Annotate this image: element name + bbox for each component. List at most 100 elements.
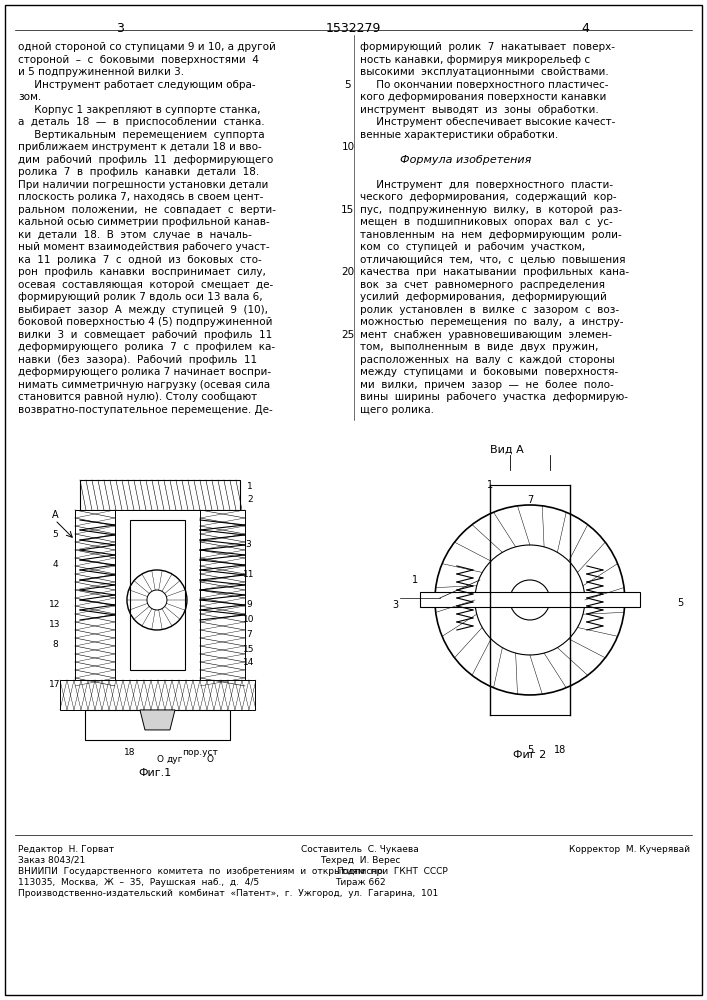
Text: Тираж 662: Тираж 662: [334, 878, 385, 887]
Text: ки  детали  18.  В  этом  случае  в  началь-: ки детали 18. В этом случае в началь-: [18, 230, 252, 240]
Text: и 5 подпружиненной вилки 3.: и 5 подпружиненной вилки 3.: [18, 67, 184, 77]
Text: инструмент  выводят  из  зоны  обработки.: инструмент выводят из зоны обработки.: [360, 105, 599, 115]
Text: ролик  установлен  в  вилке  с  зазором  с  воз-: ролик установлен в вилке с зазором с воз…: [360, 305, 619, 315]
Text: 5: 5: [677, 598, 683, 608]
Text: кого деформирования поверхности канавки: кого деформирования поверхности канавки: [360, 92, 607, 102]
Text: По окончании поверхностного пластичес-: По окончании поверхностного пластичес-: [360, 80, 609, 90]
Text: ВНИИПИ  Государственного  комитета  по  изобретениям  и  открытиям  при  ГКНТ  С: ВНИИПИ Государственного комитета по изоб…: [18, 867, 448, 876]
Text: формирующий ролик 7 вдоль оси 13 вала 6,: формирующий ролик 7 вдоль оси 13 вала 6,: [18, 292, 262, 302]
Text: кальной осью симметрии профильной канав-: кальной осью симметрии профильной канав-: [18, 217, 270, 227]
Text: 9: 9: [246, 600, 252, 609]
Text: Инструмент  для  поверхностного  пласти-: Инструмент для поверхностного пласти-: [360, 180, 613, 190]
Text: нимать симметричную нагрузку (осевая сила: нимать симметричную нагрузку (осевая сил…: [18, 380, 270, 390]
Text: приближаем инструмент к детали 18 и вво-: приближаем инструмент к детали 18 и вво-: [18, 142, 262, 152]
Bar: [420, 592, 640, 607]
Text: ность канавки, формируя микрорельеф с: ность канавки, формируя микрорельеф с: [360, 55, 590, 65]
Text: 113035,  Москва,  Ж  –  35,  Раушская  наб.,  д.  4/5: 113035, Москва, Ж – 35, Раушская наб., д…: [18, 878, 259, 887]
Text: зом.: зом.: [18, 92, 41, 102]
Text: О: О: [156, 755, 163, 764]
Text: пус,  подпружиненную  вилку,  в  которой  раз-: пус, подпружиненную вилку, в которой раз…: [360, 205, 622, 215]
Text: 3: 3: [116, 22, 124, 35]
Text: 7: 7: [246, 630, 252, 639]
Text: ком  со  ступицей  и  рабочим  участком,: ком со ступицей и рабочим участком,: [360, 242, 585, 252]
Text: формирующий  ролик  7  накатывает  поверх-: формирующий ролик 7 накатывает поверх-: [360, 42, 615, 52]
Text: возвратно-поступательное перемещение. Де-: возвратно-поступательное перемещение. Де…: [18, 405, 273, 415]
Text: выбирает  зазор  А  между  ступицей  9  (10),: выбирает зазор А между ступицей 9 (10),: [18, 305, 268, 315]
Text: отличающийся  тем,  что,  с  целью  повышения: отличающийся тем, что, с целью повышения: [360, 255, 626, 265]
Text: Заказ 8043/21: Заказ 8043/21: [18, 856, 86, 865]
Text: 13: 13: [49, 620, 61, 629]
Text: 1: 1: [487, 480, 493, 490]
Text: ный момент взаимодействия рабочего участ-: ный момент взаимодействия рабочего участ…: [18, 242, 269, 252]
Polygon shape: [60, 680, 255, 710]
Text: плоскость ролика 7, находясь в своем цент-: плоскость ролика 7, находясь в своем цен…: [18, 192, 264, 202]
Text: становится равной нулю). Столу сообщают: становится равной нулю). Столу сообщают: [18, 392, 257, 402]
Text: рон  профиль  канавки  воспринимает  силу,: рон профиль канавки воспринимает силу,: [18, 267, 266, 277]
Text: пор.уст: пор.уст: [182, 748, 218, 757]
Text: усилий  деформирования,  деформирующий: усилий деформирования, деформирующий: [360, 292, 607, 302]
Text: ческого  деформирования,  содержащий  кор-: ческого деформирования, содержащий кор-: [360, 192, 617, 202]
Text: Составитель  С. Чукаева: Составитель С. Чукаева: [301, 845, 419, 854]
Text: 10: 10: [341, 142, 354, 152]
Text: 3: 3: [245, 540, 251, 549]
Text: 7: 7: [527, 495, 533, 505]
Text: Корректор  М. Кучерявай: Корректор М. Кучерявай: [569, 845, 690, 854]
Text: 8: 8: [52, 640, 58, 649]
Text: Фиг 2: Фиг 2: [513, 750, 547, 760]
Text: стороной  –  с  боковыми  поверхностями  4: стороной – с боковыми поверхностями 4: [18, 55, 259, 65]
Text: 5: 5: [52, 530, 58, 539]
Polygon shape: [115, 510, 200, 680]
Text: мент  снабжен  уравновешивающим  элемен-: мент снабжен уравновешивающим элемен-: [360, 330, 612, 340]
Text: 1: 1: [412, 575, 418, 585]
Text: 25: 25: [341, 330, 354, 340]
Text: вины  ширины  рабочего  участка  деформирую-: вины ширины рабочего участка деформирую-: [360, 392, 628, 402]
Text: ка  11  ролика  7  с  одной  из  боковых  сто-: ка 11 ролика 7 с одной из боковых сто-: [18, 255, 262, 265]
Text: том,  выполненным  в  виде  двух  пружин,: том, выполненным в виде двух пружин,: [360, 342, 598, 352]
Text: деформирующего ролика 7 начинает воспри-: деформирующего ролика 7 начинает воспри-: [18, 367, 271, 377]
Text: 12: 12: [49, 600, 61, 609]
Polygon shape: [85, 710, 230, 740]
Text: О: О: [206, 755, 214, 764]
Text: 15: 15: [243, 645, 255, 654]
Text: ральном  положении,  не  совпадает  с  верти-: ральном положении, не совпадает с верти-: [18, 205, 276, 215]
Text: 5: 5: [527, 745, 533, 755]
Text: Инструмент обеспечивает высокие качест-: Инструмент обеспечивает высокие качест-: [360, 117, 615, 127]
Polygon shape: [200, 510, 245, 680]
Text: 20: 20: [341, 267, 354, 277]
Text: Вид A: Вид A: [490, 445, 524, 455]
Text: Вертикальным  перемещением  суппорта: Вертикальным перемещением суппорта: [18, 130, 264, 140]
Text: Корпус 1 закрепляют в суппорте станка,: Корпус 1 закрепляют в суппорте станка,: [18, 105, 260, 115]
Text: Подписно: Подписно: [337, 867, 383, 876]
Text: вок  за  счет  равномерного  распределения: вок за счет равномерного распределения: [360, 280, 605, 290]
Text: навки  (без  зазора).  Рабочий  профиль  11: навки (без зазора). Рабочий профиль 11: [18, 355, 257, 365]
Text: 18: 18: [554, 745, 566, 755]
Text: 4: 4: [52, 560, 58, 569]
Text: 5: 5: [344, 80, 351, 90]
Text: При наличии погрешности установки детали: При наличии погрешности установки детали: [18, 180, 269, 190]
Text: 15: 15: [341, 205, 354, 215]
Text: 14: 14: [243, 658, 255, 667]
Polygon shape: [140, 710, 175, 730]
Text: Формула изобретения: Формула изобретения: [400, 155, 531, 165]
Text: тановленным  на  нем  деформирующим  роли-: тановленным на нем деформирующим роли-: [360, 230, 621, 240]
Text: дуг: дуг: [167, 755, 183, 764]
Polygon shape: [80, 480, 240, 510]
Text: 1532279: 1532279: [325, 22, 380, 35]
Text: боковой поверхностью 4 (5) подпружиненной: боковой поверхностью 4 (5) подпружиненно…: [18, 317, 272, 327]
Text: Техред  И. Верес: Техред И. Верес: [320, 856, 400, 865]
Text: качества  при  накатывании  профильных  кана-: качества при накатывании профильных кана…: [360, 267, 629, 277]
Text: Фиг.1: Фиг.1: [139, 768, 172, 778]
Text: деформирующего  ролика  7  с  профилем  ка-: деформирующего ролика 7 с профилем ка-: [18, 342, 275, 352]
Text: 4: 4: [581, 22, 589, 35]
Text: ми  вилки,  причем  зазор  —  не  более  поло-: ми вилки, причем зазор — не более поло-: [360, 380, 614, 390]
Text: 3: 3: [392, 600, 398, 610]
Text: можностью  перемещения  по  валу,  а  инстру-: можностью перемещения по валу, а инстру-: [360, 317, 624, 327]
Text: дим  рабочий  профиль  11  деформирующего: дим рабочий профиль 11 деформирующего: [18, 155, 273, 165]
Text: 18: 18: [124, 748, 136, 757]
Text: между  ступицами  и  боковыми  поверхностя-: между ступицами и боковыми поверхностя-: [360, 367, 618, 377]
Text: Редактор  Н. Горват: Редактор Н. Горват: [18, 845, 114, 854]
Text: А: А: [52, 510, 58, 520]
Text: вилки  3  и  совмещает  рабочий  профиль  11: вилки 3 и совмещает рабочий профиль 11: [18, 330, 272, 340]
Polygon shape: [75, 510, 115, 680]
Text: щего ролика.: щего ролика.: [360, 405, 434, 415]
